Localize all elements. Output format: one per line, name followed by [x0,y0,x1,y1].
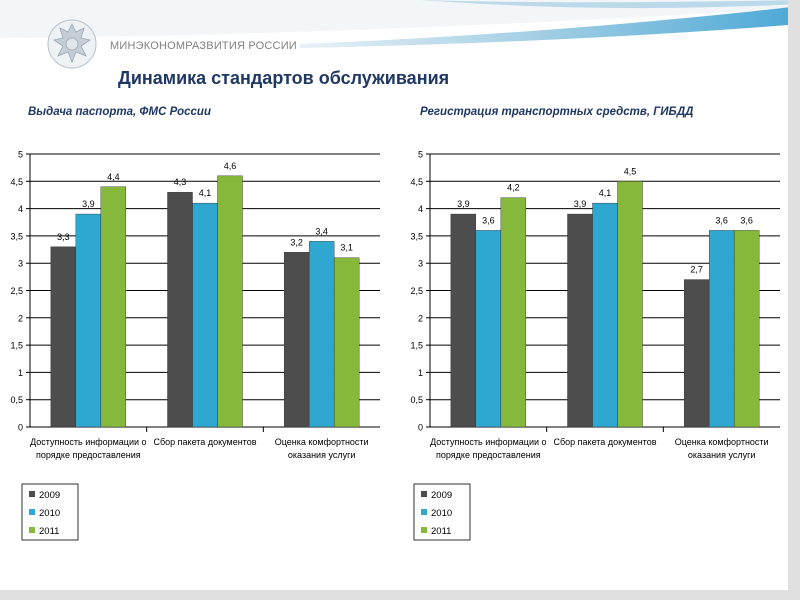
bar-value-label: 4,5 [624,166,637,176]
bar-2010-1 [475,230,502,428]
y-tick-label: 1 [418,368,423,378]
slide-title: Динамика стандартов обслуживания [118,68,450,88]
bar-2009-1 [450,213,477,428]
category-label: Сбор пакета документов [154,437,257,447]
y-tick-label: 2 [18,313,23,323]
chart-title-passport: Выдача паспорта, ФМС России [28,106,211,118]
bar-value-label: 4,1 [599,188,612,198]
y-tick-label: 0 [18,423,23,433]
slide-frame-right [788,0,800,600]
legend-swatch-2009 [29,491,35,497]
bar-2010-2 [192,202,218,428]
bar-value-label: 3,6 [482,215,495,225]
y-tick-label: 3,5 [10,231,23,241]
bar-2009-1 [50,246,77,428]
y-tick-label: 1 [18,368,23,378]
legend-swatch-2010 [421,509,427,515]
bar-2011-1 [500,197,527,428]
y-tick-label: 1,5 [10,341,23,351]
bar-value-label: 3,3 [57,232,70,242]
y-tick-label: 4,5 [410,177,423,187]
bar-value-label: 3,9 [574,199,587,209]
header-swoosh [0,0,800,48]
bar-2010-2 [592,202,618,428]
bar-value-label: 3,1 [340,243,353,253]
y-tick-label: 0 [418,423,423,433]
bar-value-label: 4,4 [107,172,120,182]
bar-2010-1 [75,213,102,428]
y-tick-label: 3 [18,259,23,269]
y-tick-label: 5 [418,150,423,160]
bar-value-label: 3,4 [315,226,328,236]
bar-2011-3 [733,230,760,428]
y-tick-label: 4 [18,204,23,214]
legend-label: 2010 [39,508,60,519]
category-label: Сбор пакета документов [554,437,657,447]
bar-value-label: 3,9 [457,199,470,209]
legend-swatch-2011 [421,527,427,533]
bar-value-label: 4,2 [507,183,520,193]
y-tick-label: 0,5 [10,395,23,405]
category-label: Доступность информации о [30,437,146,447]
bar-2011-3 [333,257,360,428]
bar-value-label: 3,9 [82,199,95,209]
bar-value-label: 4,3 [174,177,187,187]
bar-value-label: 4,6 [224,161,237,171]
bar-2010-3 [708,230,735,428]
ministry-emblem-icon [47,19,97,69]
bar-value-label: 3,6 [740,215,753,225]
bar-2009-2 [167,192,193,428]
y-tick-label: 3 [418,259,423,269]
legend-swatch-2011 [29,527,35,533]
bar-value-label: 2,7 [690,265,703,275]
y-tick-label: 4 [418,204,423,214]
slide-frame-bottom [0,590,800,600]
bar-2010-3 [308,241,335,428]
ministry-label: МИНЭКОНОМРАЗВИТИЯ РОССИИ [110,40,297,52]
category-label: Оценка комфортности [275,437,369,447]
chart-title-vehicle-registration: Регистрация транспортных средств, ГИБДД [420,106,694,118]
category-label: оказания услуги [288,450,356,460]
bar-2011-2 [617,181,643,428]
category-label: Доступность информации о [430,437,546,447]
legend-label: 2009 [431,490,452,501]
y-tick-label: 5 [18,150,23,160]
bar-2009-3 [683,279,710,428]
category-label: порядке предоставления [436,450,541,460]
y-tick-label: 2 [418,313,423,323]
legend-swatch-2010 [29,509,35,515]
legend-label: 2011 [39,526,59,537]
category-label: оказания услуги [688,450,756,460]
legend-label: 2010 [431,508,452,519]
y-tick-label: 2,5 [10,286,23,296]
bar-value-label: 3,2 [290,237,303,247]
y-tick-label: 2,5 [410,286,423,296]
legend-label: 2011 [431,526,451,537]
bar-2011-2 [217,175,243,428]
bar-2011-1 [100,186,127,428]
y-tick-label: 4,5 [10,177,23,187]
legend-label: 2009 [39,490,60,501]
y-tick-label: 1,5 [410,341,423,351]
bar-value-label: 4,1 [199,188,212,198]
bar-value-label: 3,6 [715,215,728,225]
y-tick-label: 0,5 [410,395,423,405]
category-label: порядке предоставления [36,450,141,460]
bar-2009-3 [283,252,310,428]
legend-swatch-2009 [421,491,427,497]
category-label: Оценка комфортности [675,437,769,447]
y-tick-label: 3,5 [410,231,423,241]
bar-2009-2 [567,213,593,428]
